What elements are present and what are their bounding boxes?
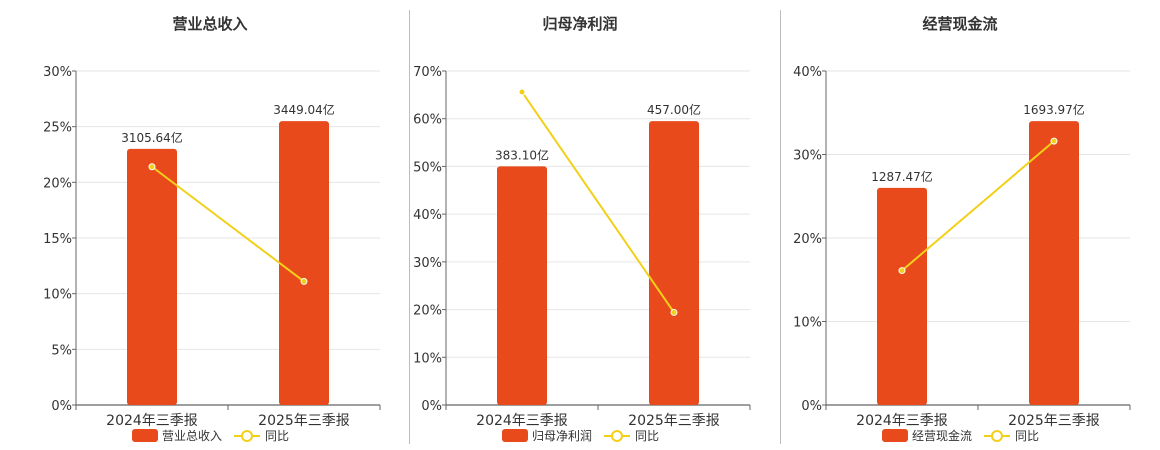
y-tick-label: 50% [413,160,442,175]
y-tick-label: 25% [43,121,72,136]
legend-bar-label: 营业总收入 [162,429,222,443]
bar [649,121,699,405]
y-tick-label: 10% [413,351,442,366]
yoy-point [1050,137,1058,145]
yoy-point [898,267,906,275]
bar [877,187,927,405]
y-tick-label: 30% [43,65,72,80]
chart-panel: 营业总收入 0% 5% 10% 15% 20% 25% 30% 3105.64亿 3449.04亿… [43,15,381,443]
legend-line-label: 同比 [1015,429,1039,443]
y-tick-label: 30% [413,256,442,271]
legend-bar-swatch [132,429,158,442]
bar [127,148,177,405]
yoy-point [148,163,156,171]
y-tick-label: 5% [51,343,72,358]
y-tick-label: 30% [793,149,822,164]
x-tick-label: 2024年三季报 [856,413,948,429]
bar [1029,121,1079,405]
yoy-line [521,91,675,314]
y-tick-label: 20% [43,176,72,191]
y-tick-label: 10% [793,316,822,331]
legend-line-label: 同比 [265,429,289,443]
legend-line-marker [611,430,623,442]
legend-line-marker [241,430,253,442]
bar [497,166,547,405]
y-tick-label: 70% [413,65,442,80]
x-tick-label: 2025年三季报 [258,413,350,429]
legend: 归母净利润 同比 [502,429,659,443]
y-tick-label: 40% [793,65,822,80]
legend: 营业总收入 同比 [132,429,289,443]
x-tick-label: 2025年三季报 [628,413,720,429]
bar-value-label: 1693.97亿 [1023,102,1085,117]
y-tick-label: 10% [43,288,72,303]
y-tick-label: 15% [43,232,72,247]
panel-divider [780,10,781,444]
legend-bar-swatch [882,429,908,442]
chart-title: 归母净利润 [542,15,617,33]
yoy-line [151,165,305,283]
y-tick-label: 20% [793,232,822,247]
x-tick-label: 2024年三季报 [476,413,568,429]
legend-bar-label: 归母净利润 [532,429,592,443]
bar-value-label: 457.00亿 [647,102,701,117]
bar [279,121,329,405]
yoy-point [300,277,308,285]
bar-value-label: 383.10亿 [495,147,549,162]
x-tick-label: 2024年三季报 [106,413,198,429]
legend-line-marker [991,430,1003,442]
y-tick-label: 0% [801,399,822,414]
legend: 经营现金流 同比 [882,428,1039,443]
y-tick-label: 40% [413,208,442,223]
legend-bar-swatch [502,429,528,442]
legend-line-label: 同比 [635,429,659,443]
chart-title: 经营现金流 [922,15,997,33]
x-tick-label: 2025年三季报 [1008,413,1100,429]
chart-panel: 经营现金流 0% 10% 20% 30% 40% 1287.47亿 1693.97亿 2024年… [793,15,1131,443]
chart-panel: 归母净利润 0% 10% 20% 30% 40% 50% 60% 70% 383.10亿 457.0… [413,15,751,443]
yoy-point [670,308,678,316]
panel-divider [409,10,410,444]
bar-value-label: 3105.64亿 [121,130,183,145]
y-tick-label: 60% [413,113,442,128]
yoy-point [518,88,526,96]
chart-title: 营业总收入 [172,15,247,33]
bar-value-label: 1287.47亿 [871,169,933,184]
y-tick-label: 0% [51,399,72,414]
y-tick-label: 20% [413,304,442,319]
yoy-line [901,140,1055,272]
legend-bar-label: 经营现金流 [912,428,972,443]
bar-value-label: 3449.04亿 [273,102,335,117]
y-tick-label: 0% [421,399,442,414]
